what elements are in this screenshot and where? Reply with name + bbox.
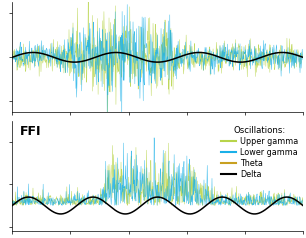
Text: FFI: FFI	[20, 125, 41, 139]
Legend: Upper gamma, Lower gamma, Theta, Delta: Upper gamma, Lower gamma, Theta, Delta	[221, 125, 299, 180]
